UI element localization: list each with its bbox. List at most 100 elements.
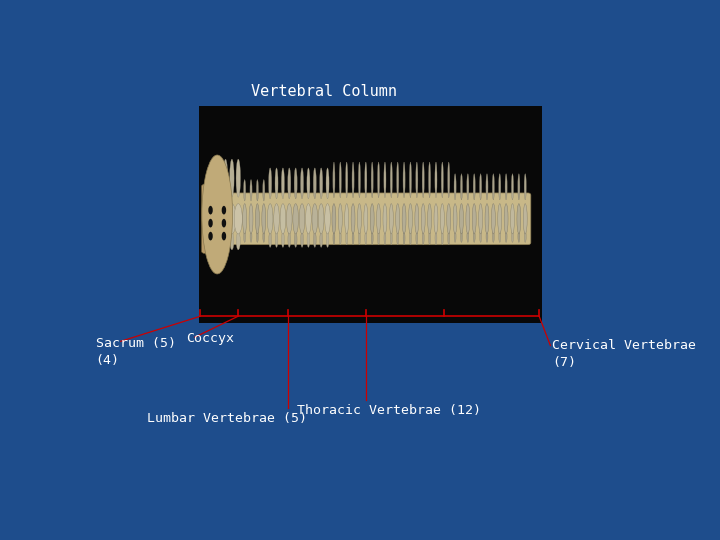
Ellipse shape: [499, 174, 501, 200]
Ellipse shape: [364, 204, 368, 234]
Ellipse shape: [480, 231, 482, 242]
Ellipse shape: [492, 174, 495, 200]
Ellipse shape: [499, 231, 500, 242]
Ellipse shape: [230, 232, 234, 250]
Ellipse shape: [441, 204, 444, 234]
Ellipse shape: [358, 204, 361, 234]
Ellipse shape: [275, 232, 278, 247]
Ellipse shape: [333, 231, 335, 245]
Ellipse shape: [208, 232, 213, 240]
Ellipse shape: [415, 162, 418, 198]
Ellipse shape: [234, 204, 243, 234]
Ellipse shape: [269, 168, 271, 199]
Ellipse shape: [333, 162, 335, 198]
Ellipse shape: [288, 232, 291, 247]
Ellipse shape: [332, 204, 336, 234]
Ellipse shape: [223, 159, 228, 197]
Ellipse shape: [486, 231, 488, 242]
Ellipse shape: [473, 174, 475, 200]
Ellipse shape: [384, 231, 386, 245]
Ellipse shape: [467, 231, 469, 242]
Ellipse shape: [301, 232, 303, 247]
Ellipse shape: [326, 232, 329, 247]
Ellipse shape: [485, 204, 489, 234]
Ellipse shape: [467, 174, 469, 200]
Ellipse shape: [377, 162, 379, 198]
Ellipse shape: [524, 174, 526, 200]
Ellipse shape: [410, 162, 412, 198]
Ellipse shape: [492, 204, 495, 234]
Ellipse shape: [236, 232, 240, 250]
Ellipse shape: [498, 204, 502, 234]
Ellipse shape: [441, 231, 444, 245]
Ellipse shape: [293, 204, 299, 234]
Ellipse shape: [390, 204, 393, 234]
FancyBboxPatch shape: [202, 184, 218, 253]
Ellipse shape: [351, 204, 355, 234]
Ellipse shape: [523, 204, 527, 234]
Bar: [199, 106, 542, 322]
Ellipse shape: [223, 232, 228, 250]
Ellipse shape: [377, 231, 379, 245]
Ellipse shape: [397, 162, 399, 198]
Ellipse shape: [403, 231, 405, 245]
Ellipse shape: [435, 162, 437, 198]
Ellipse shape: [275, 168, 278, 199]
Ellipse shape: [422, 162, 424, 198]
Ellipse shape: [352, 162, 354, 198]
Ellipse shape: [256, 180, 258, 201]
Ellipse shape: [460, 174, 462, 200]
Ellipse shape: [256, 204, 259, 234]
Ellipse shape: [346, 162, 348, 198]
Ellipse shape: [422, 231, 424, 245]
Ellipse shape: [397, 231, 399, 245]
Ellipse shape: [511, 231, 513, 242]
Ellipse shape: [250, 231, 252, 242]
FancyBboxPatch shape: [204, 193, 531, 245]
Ellipse shape: [352, 231, 354, 245]
Ellipse shape: [486, 174, 488, 200]
Ellipse shape: [287, 204, 292, 234]
Ellipse shape: [307, 168, 310, 199]
Ellipse shape: [480, 174, 482, 200]
Ellipse shape: [479, 204, 482, 234]
Ellipse shape: [403, 162, 405, 198]
Ellipse shape: [211, 232, 215, 250]
Ellipse shape: [294, 232, 297, 247]
Ellipse shape: [377, 204, 380, 234]
Ellipse shape: [209, 204, 217, 234]
Ellipse shape: [410, 231, 411, 245]
Ellipse shape: [434, 204, 438, 234]
Ellipse shape: [217, 232, 221, 250]
Ellipse shape: [504, 204, 508, 234]
Ellipse shape: [359, 231, 361, 245]
Text: (4): (4): [96, 354, 120, 367]
Ellipse shape: [435, 231, 437, 245]
Ellipse shape: [230, 159, 234, 197]
Ellipse shape: [325, 204, 330, 234]
Ellipse shape: [345, 204, 348, 234]
Ellipse shape: [243, 231, 246, 242]
Ellipse shape: [416, 231, 418, 245]
Ellipse shape: [459, 204, 464, 234]
Ellipse shape: [202, 155, 233, 274]
Ellipse shape: [339, 231, 341, 245]
Ellipse shape: [269, 232, 271, 247]
Ellipse shape: [326, 168, 329, 199]
Ellipse shape: [472, 204, 476, 234]
Ellipse shape: [454, 174, 456, 200]
Text: Vertebral Column: Vertebral Column: [251, 84, 397, 99]
Ellipse shape: [312, 204, 318, 234]
Ellipse shape: [365, 231, 366, 245]
Ellipse shape: [217, 159, 221, 197]
Ellipse shape: [396, 204, 400, 234]
Ellipse shape: [263, 231, 265, 242]
Ellipse shape: [313, 168, 316, 199]
Ellipse shape: [524, 231, 526, 242]
Text: Cervical Vertebrae: Cervical Vertebrae: [552, 339, 696, 352]
Ellipse shape: [510, 204, 514, 234]
Ellipse shape: [282, 232, 284, 247]
Ellipse shape: [243, 204, 246, 234]
Ellipse shape: [236, 159, 240, 197]
Ellipse shape: [208, 219, 213, 227]
